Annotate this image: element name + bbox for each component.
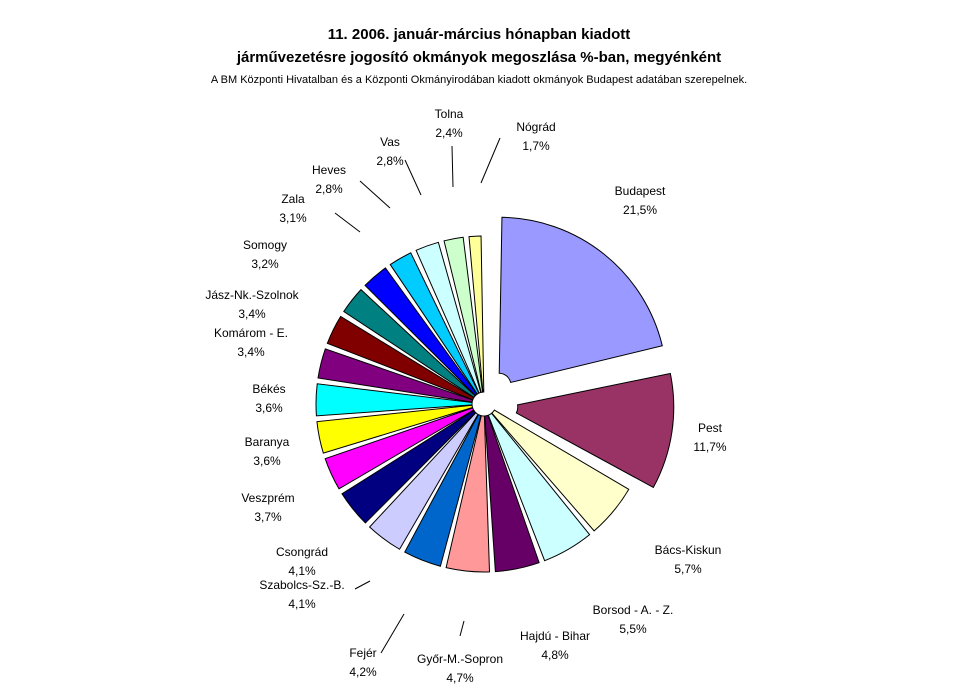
slice-value-label-10: 3,7%	[254, 510, 282, 524]
slice-value-label-17: 2,8%	[315, 182, 343, 196]
slice-value-label-5: 4,8%	[541, 648, 569, 662]
leader-line-18	[404, 159, 422, 196]
chart-subtitle: A BM Központi Hivatalban és a Központi O…	[211, 74, 747, 86]
slice-value-label-14: 3,4%	[238, 307, 266, 321]
pie-slice-13	[317, 348, 474, 403]
leader-line-19	[451, 145, 454, 188]
pie-slice-8	[368, 412, 479, 550]
pie-slice-15	[343, 288, 476, 399]
pie-slice-12	[315, 383, 473, 417]
pie-slice-16	[364, 267, 478, 397]
slice-label-12: Békés	[252, 382, 285, 396]
pie-slice-5	[484, 414, 540, 573]
slice-label-1: Budapest	[615, 184, 666, 198]
slice-label-13: Komárom - E.	[214, 326, 288, 340]
slice-label-9: Csongrád	[276, 545, 328, 559]
pie-slice-11	[316, 404, 474, 454]
slice-label-4: Borsod - A. - Z.	[593, 603, 674, 617]
slice-value-label-6: 4,7%	[446, 671, 474, 685]
pie-slice-7	[404, 413, 482, 567]
leader-line-7	[380, 613, 405, 654]
slice-value-label-8: 4,1%	[288, 597, 316, 611]
slice-value-label-16: 3,1%	[279, 211, 307, 225]
slice-label-3: Bács-Kiskun	[655, 543, 722, 557]
pie-slice-6	[445, 415, 491, 573]
slice-label-10: Veszprém	[241, 491, 294, 505]
pie-slice-19	[443, 236, 484, 393]
pie-slice-10	[324, 407, 475, 490]
slice-value-label-9: 4,1%	[288, 564, 316, 578]
slice-value-label-3: 5,7%	[674, 562, 702, 576]
leader-line-16	[334, 212, 361, 233]
slice-value-label-15: 3,2%	[251, 257, 279, 271]
leader-line-6	[459, 620, 465, 637]
chart-title-line2: járművezetésre jogosító okmányok megoszl…	[236, 49, 721, 66]
slice-value-label-11: 3,6%	[253, 454, 281, 468]
pie-slice-9	[341, 409, 477, 524]
slice-value-label-19: 2,4%	[435, 126, 463, 140]
slice-label-7: Fejér	[349, 646, 376, 660]
slice-value-label-7: 4,2%	[349, 665, 377, 679]
slice-label-6: Győr-M.-Sopron	[417, 652, 503, 666]
slice-label-8: Szabolcs-Sz.-B.	[259, 578, 344, 592]
slice-label-20: Nógrád	[516, 120, 555, 134]
slice-label-2: Pest	[698, 421, 723, 435]
slice-value-label-13: 3,4%	[237, 345, 265, 359]
slice-label-17: Heves	[312, 163, 346, 177]
pie-slice-17	[389, 252, 480, 395]
slice-value-label-4: 5,5%	[619, 622, 647, 636]
leader-line-20	[480, 137, 501, 184]
pie-slice-18	[415, 241, 482, 394]
slice-value-label-2: 11,7%	[693, 440, 726, 454]
pie-slice-2	[515, 372, 675, 489]
slice-value-label-18: 2,8%	[376, 154, 404, 168]
pie-slice-20	[468, 235, 485, 393]
slice-value-label-1: 21,5%	[623, 203, 657, 217]
slice-label-18: Vas	[380, 135, 400, 149]
slice-value-label-20: 1,7%	[522, 139, 550, 153]
leader-line-8	[354, 580, 371, 590]
slice-labels: Budapest 21,5% Pest 11,7% Bács-Kiskun 5,7% Bor…	[205, 107, 727, 685]
pie-slice-3	[491, 409, 630, 532]
slice-label-14: Jász-Nk.-Szolnok	[205, 288, 299, 302]
slice-value-label-12: 3,6%	[255, 401, 283, 415]
pie-slice-1	[498, 216, 663, 384]
pie-slices	[315, 216, 675, 573]
leader-line-17	[359, 180, 391, 209]
slice-label-16: Zala	[281, 192, 305, 206]
pie-slice-14	[326, 315, 475, 401]
slice-label-11: Baranya	[245, 435, 290, 449]
slice-label-15: Somogy	[243, 238, 287, 252]
chart-title: 11. 2006. január-március hónapban kiadot…	[328, 26, 631, 43]
slice-label-19: Tolna	[435, 107, 464, 121]
pie-slice-4	[487, 412, 591, 562]
slice-label-5: Hajdú - Bihar	[520, 629, 590, 643]
